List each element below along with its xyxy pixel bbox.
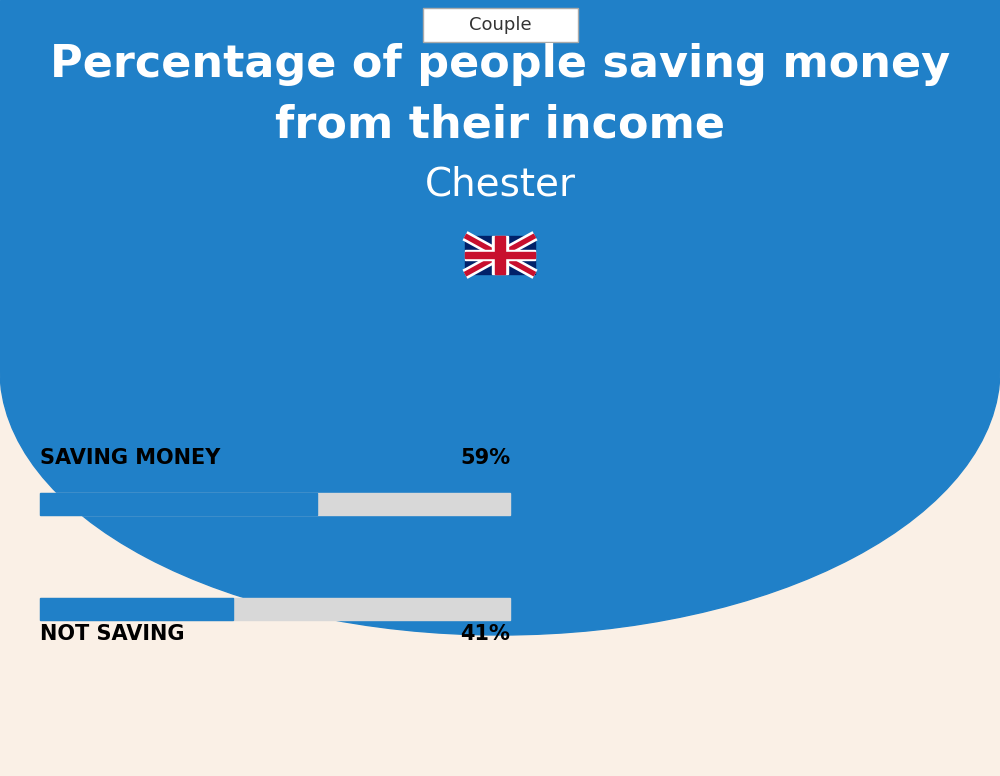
Text: Percentage of people saving money: Percentage of people saving money: [50, 43, 950, 86]
Bar: [465, 250, 535, 261]
Bar: [465, 236, 535, 274]
Text: 59%: 59%: [460, 448, 510, 468]
Text: SAVING MONEY: SAVING MONEY: [40, 448, 220, 468]
Text: Chester: Chester: [424, 166, 576, 204]
Ellipse shape: [0, 105, 1000, 635]
Bar: [492, 236, 508, 274]
Bar: [40, 598, 233, 620]
Bar: [40, 598, 510, 620]
Bar: [40, 493, 510, 515]
Text: from their income: from their income: [275, 103, 725, 147]
Bar: [0, 0, 1000, 370]
FancyBboxPatch shape: [422, 8, 578, 42]
Bar: [40, 493, 317, 515]
Bar: [495, 236, 505, 274]
Text: NOT SAVING: NOT SAVING: [40, 624, 184, 644]
Text: 41%: 41%: [460, 624, 510, 644]
Bar: [465, 251, 535, 258]
Text: Couple: Couple: [469, 16, 531, 34]
